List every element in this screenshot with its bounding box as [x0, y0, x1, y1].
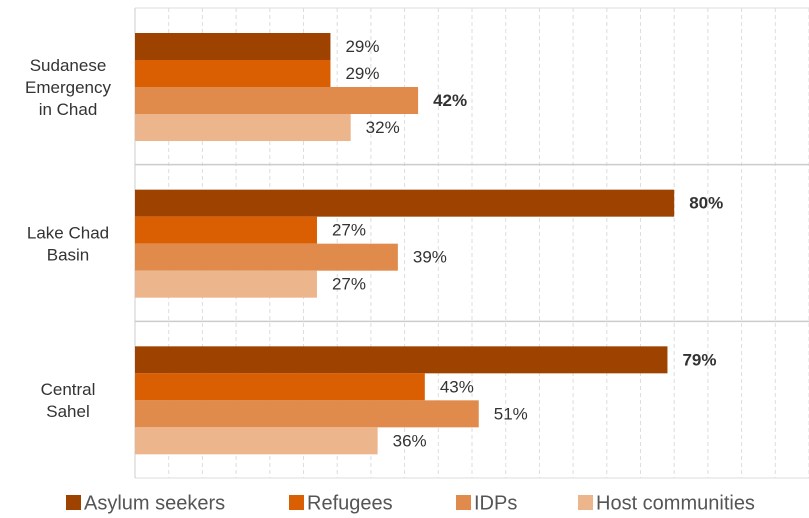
legend: Asylum seekers Refugees IDPs Host communiti…	[66, 492, 755, 514]
legend-label: Host communities	[596, 492, 755, 514]
legend-label: IDPs	[474, 492, 517, 514]
y-tick-label: Sudanese	[30, 56, 107, 75]
data-label: 79%	[682, 350, 716, 369]
legend-swatch	[456, 495, 471, 510]
data-label: 29%	[345, 37, 379, 56]
bar	[135, 400, 479, 428]
bar	[135, 216, 317, 244]
data-label: 39%	[413, 248, 447, 267]
bar	[135, 60, 331, 87]
bar	[135, 189, 675, 217]
bar	[135, 427, 378, 455]
data-label: 80%	[689, 194, 723, 213]
legend-label: Refugees	[307, 492, 393, 514]
bar	[135, 270, 317, 298]
bar	[135, 33, 331, 60]
data-label: 51%	[494, 404, 528, 423]
data-label: 27%	[332, 275, 366, 294]
y-tick-label: Central	[41, 380, 96, 399]
data-label: 42%	[433, 91, 467, 110]
data-label: 36%	[393, 431, 427, 450]
y-tick-label: Basin	[47, 245, 90, 264]
data-label: 29%	[345, 64, 379, 83]
bar	[135, 243, 398, 271]
y-tick-label: Emergency	[25, 78, 111, 97]
bar	[135, 346, 668, 374]
y-tick-label: Sahel	[46, 402, 89, 421]
y-tick-label: Lake Chad	[27, 223, 109, 242]
legend-label: Asylum seekers	[84, 492, 225, 514]
data-label: 27%	[332, 221, 366, 240]
legend-swatch	[578, 495, 593, 510]
y-tick-label: in Chad	[39, 100, 98, 119]
data-label: 43%	[440, 377, 474, 396]
legend-swatch	[289, 495, 304, 510]
bar	[135, 114, 351, 141]
bar	[135, 373, 425, 401]
data-label: 32%	[366, 118, 400, 137]
bar	[135, 87, 419, 114]
legend-swatch	[66, 495, 81, 510]
